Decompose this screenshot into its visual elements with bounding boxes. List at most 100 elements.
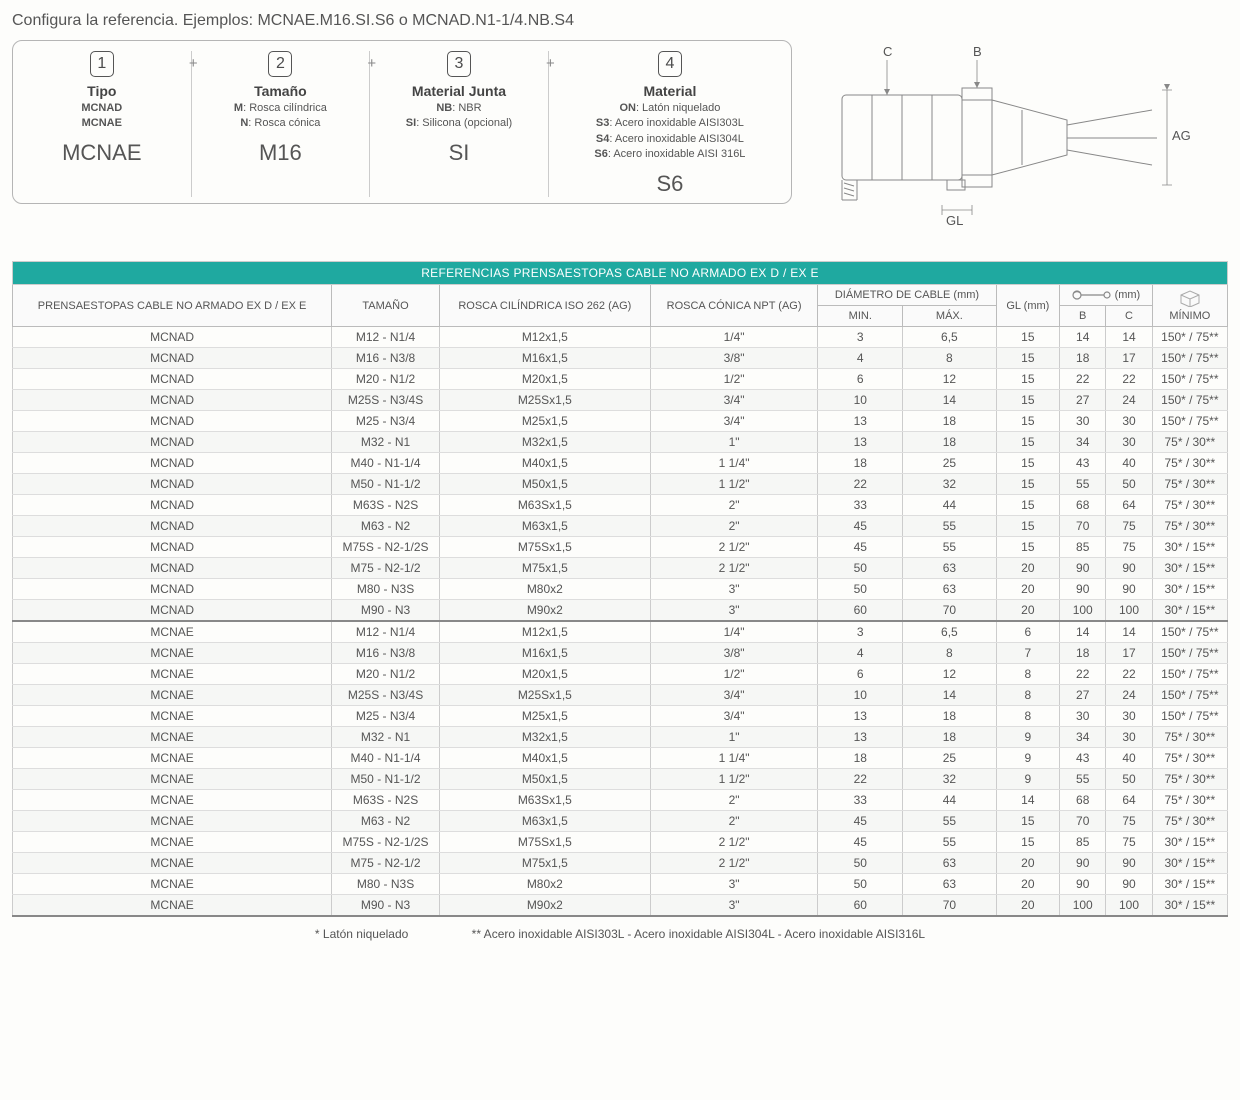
header-b: B	[1060, 306, 1106, 327]
table-cell: MCNAE	[13, 748, 332, 769]
table-cell: 27	[1060, 390, 1106, 411]
table-cell: 22	[818, 769, 903, 790]
table-cell: 25	[903, 453, 996, 474]
table-cell: 3/4"	[650, 706, 818, 727]
config-box: +1TipoMCNADMCNAEMCNAE+2TamañoM: Rosca ci…	[12, 40, 792, 204]
table-cell: M63x1,5	[439, 811, 650, 832]
table-cell: 1/2"	[650, 369, 818, 390]
table-cell: MCNAD	[13, 474, 332, 495]
table-cell: 18	[903, 706, 996, 727]
table-cell: 24	[1106, 390, 1152, 411]
table-cell: 15	[996, 495, 1059, 516]
table-cell: 10	[818, 390, 903, 411]
table-cell: M75 - N2-1/2	[332, 558, 440, 579]
table-cell: 90	[1060, 874, 1106, 895]
table-cell: M25S - N3/4S	[332, 390, 440, 411]
table-cell: 14	[1060, 327, 1106, 348]
table-cell: 33	[818, 790, 903, 811]
table-cell: MCNAD	[13, 453, 332, 474]
table-cell: M40x1,5	[439, 453, 650, 474]
table-cell: 30* / 15**	[1152, 558, 1227, 579]
table-cell: 75* / 30**	[1152, 790, 1227, 811]
config-col-2: +2TamañoM: Rosca cilíndricaN: Rosca cóni…	[192, 51, 371, 197]
table-title: REFERENCIAS PRENSAESTOPAS CABLE NO ARMAD…	[13, 262, 1228, 285]
table-cell: 22	[1106, 369, 1152, 390]
table-cell: 40	[1106, 748, 1152, 769]
table-cell: MCNAD	[13, 600, 332, 622]
table-cell: 30* / 15**	[1152, 537, 1227, 558]
table-row: MCNAEM32 - N1M32x1,51"13189343075* / 30*…	[13, 727, 1228, 748]
table-cell: 55	[903, 516, 996, 537]
table-row: MCNAEM63S - N2SM63Sx1,52"334414686475* /…	[13, 790, 1228, 811]
table-cell: M63Sx1,5	[439, 495, 650, 516]
table-cell: 30	[1106, 706, 1152, 727]
header-col2: TAMAÑO	[332, 285, 440, 327]
table-cell: 100	[1106, 600, 1152, 622]
table-cell: 3/8"	[650, 348, 818, 369]
table-cell: 33	[818, 495, 903, 516]
table-cell: 18	[818, 748, 903, 769]
table-cell: 15	[996, 832, 1059, 853]
table-cell: M63x1,5	[439, 516, 650, 537]
table-cell: M90x2	[439, 895, 650, 917]
table-cell: 6,5	[903, 327, 996, 348]
table-cell: 1"	[650, 432, 818, 453]
table-cell: 90	[1106, 579, 1152, 600]
table-cell: 22	[818, 474, 903, 495]
table-cell: 70	[903, 895, 996, 917]
table-row: MCNAEM75 - N2-1/2M75x1,52 1/2"5063209090…	[13, 853, 1228, 874]
footnote-b: ** Acero inoxidable AISI303L - Acero ino…	[472, 927, 925, 941]
table-cell: M40x1,5	[439, 748, 650, 769]
table-cell: 50	[818, 579, 903, 600]
table-cell: M16x1,5	[439, 348, 650, 369]
table-cell: 85	[1060, 537, 1106, 558]
table-cell: 18	[1060, 643, 1106, 664]
header-diameter: DIÁMETRO DE CABLE (mm)	[818, 285, 996, 306]
table-cell: 15	[996, 811, 1059, 832]
table-cell: 20	[996, 579, 1059, 600]
table-cell: M80 - N3S	[332, 579, 440, 600]
table-row: MCNADM16 - N3/8M16x1,53/8"48151817150* /…	[13, 348, 1228, 369]
table-cell: 13	[818, 411, 903, 432]
header-c: C	[1106, 306, 1152, 327]
header-min: MIN.	[818, 306, 903, 327]
table-cell: 1/4"	[650, 327, 818, 348]
table-cell: MCNAD	[13, 516, 332, 537]
table-cell: 40	[1106, 453, 1152, 474]
table-cell: 17	[1106, 348, 1152, 369]
table-cell: 12	[903, 664, 996, 685]
table-cell: 18	[818, 453, 903, 474]
table-cell: 50	[1106, 474, 1152, 495]
table-cell: MCNAE	[13, 790, 332, 811]
table-cell: 2 1/2"	[650, 558, 818, 579]
table-cell: 85	[1060, 832, 1106, 853]
table-cell: 2"	[650, 790, 818, 811]
table-cell: MCNAD	[13, 369, 332, 390]
table-cell: 30* / 15**	[1152, 600, 1227, 622]
table-row: MCNADM25 - N3/4M25x1,53/4"1318153030150*…	[13, 411, 1228, 432]
table-cell: 1 1/2"	[650, 474, 818, 495]
table-cell: 22	[1106, 664, 1152, 685]
table-cell: 15	[996, 411, 1059, 432]
table-cell: MCNAD	[13, 579, 332, 600]
table-cell: M75x1,5	[439, 853, 650, 874]
table-cell: 45	[818, 537, 903, 558]
table-cell: 75* / 30**	[1152, 748, 1227, 769]
table-cell: M63S - N2S	[332, 790, 440, 811]
table-cell: 27	[1060, 685, 1106, 706]
table-cell: 30* / 15**	[1152, 874, 1227, 895]
table-cell: 14	[903, 685, 996, 706]
table-cell: 1"	[650, 727, 818, 748]
config-col-3: +3Material JuntaNB: NBRSI: Silicona (opc…	[370, 51, 549, 197]
table-cell: 15	[996, 390, 1059, 411]
table-cell: 3/4"	[650, 685, 818, 706]
table-cell: 8	[996, 685, 1059, 706]
table-cell: MCNAE	[13, 706, 332, 727]
config-lines: NB: NBRSI: Silicona (opcional)	[378, 101, 540, 132]
table-cell: 2"	[650, 516, 818, 537]
table-cell: M75x1,5	[439, 558, 650, 579]
table-cell: M50x1,5	[439, 474, 650, 495]
table-cell: 50	[818, 853, 903, 874]
header-gl: GL (mm)	[996, 285, 1059, 327]
table-cell: 13	[818, 432, 903, 453]
